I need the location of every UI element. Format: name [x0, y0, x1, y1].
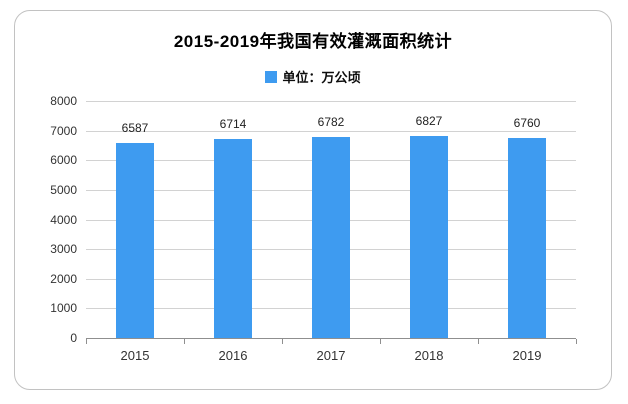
x-axis-line — [86, 338, 576, 339]
bar — [508, 137, 546, 338]
bar — [116, 142, 154, 338]
y-axis-label: 5000 — [50, 182, 77, 197]
y-axis-label: 4000 — [50, 212, 77, 227]
x-axis-label: 2018 — [414, 348, 444, 363]
plot-area: 0 1000 2000 3000 4000 5000 6000 7000 8000 6587 201… — [50, 95, 577, 363]
bar-value-label: 6714 — [219, 117, 247, 132]
x-axis-label: 2019 — [512, 348, 542, 363]
y-axis-label: 2000 — [50, 271, 77, 286]
gridline — [86, 130, 576, 132]
chart-card: 2015-2019年我国有效灌溉面积统计 单位：万公顷 0 1000 2000 300… — [14, 10, 612, 390]
legend: 单位：万公顷 — [15, 67, 611, 86]
y-axis-label: 6000 — [50, 153, 77, 168]
bar-value-label: 6782 — [317, 115, 345, 130]
x-axis-label: 2017 — [316, 348, 346, 363]
bar — [312, 137, 350, 338]
chart-title: 2015-2019年我国有效灌溉面积统计 — [173, 32, 453, 51]
bar-value-label: 6827 — [415, 113, 443, 128]
bar-value-label: 6587 — [121, 120, 149, 135]
x-axis-tick — [576, 339, 577, 344]
y-axis-label: 8000 — [50, 94, 77, 108]
y-axis-label: 3000 — [50, 242, 77, 257]
x-axis-tick — [184, 339, 185, 344]
legend-label: 单位：万公顷 — [282, 70, 361, 85]
bar — [214, 139, 252, 338]
y-axis-label: 0 — [70, 331, 77, 345]
y-axis-label: 1000 — [50, 301, 77, 316]
x-axis-label: 2016 — [218, 348, 248, 363]
x-axis-label: 2015 — [120, 348, 150, 363]
legend-swatch-icon — [265, 70, 278, 83]
y-axis-label: 7000 — [50, 123, 77, 138]
x-axis-tick — [478, 339, 479, 344]
x-axis-tick — [380, 339, 381, 344]
bar — [410, 135, 448, 338]
bar-value-label: 6760 — [513, 115, 541, 130]
gridline — [86, 101, 576, 102]
x-axis-tick — [86, 339, 87, 344]
x-axis-tick — [282, 339, 283, 344]
